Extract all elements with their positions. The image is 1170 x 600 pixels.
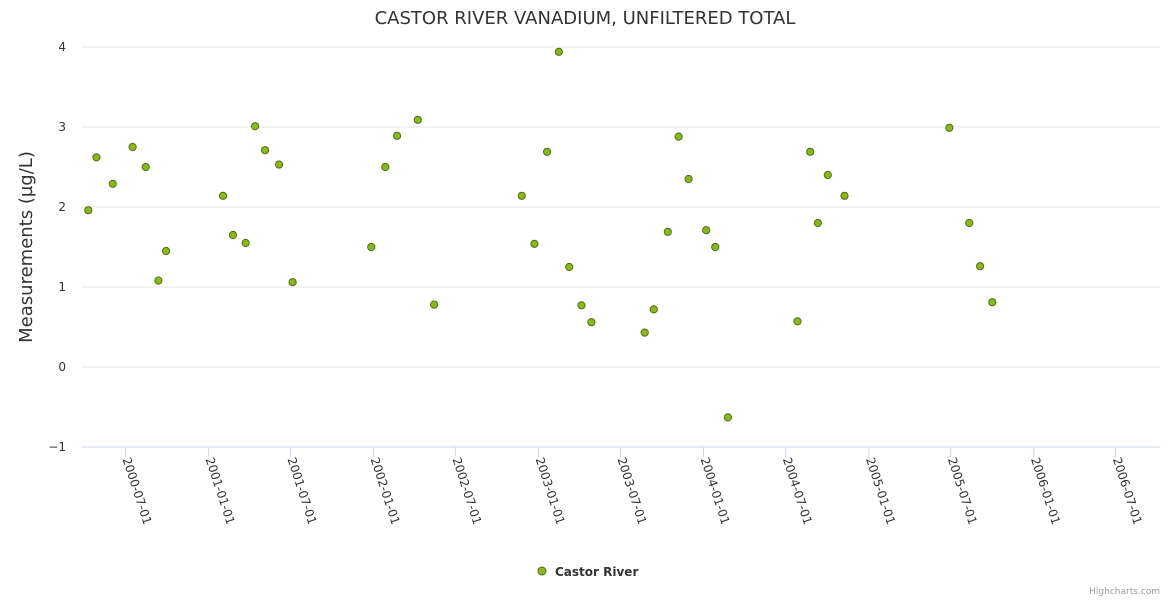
data-series-castor-river: [84, 47, 997, 422]
data-point[interactable]: [702, 226, 711, 235]
data-point[interactable]: [823, 170, 832, 180]
data-point[interactable]: [381, 162, 390, 172]
data-point[interactable]: [806, 147, 815, 156]
data-point[interactable]: [367, 242, 376, 252]
credits-link[interactable]: Highcharts.com: [1089, 587, 1160, 597]
data-point[interactable]: [793, 317, 802, 326]
chart-title: CASTOR RIVER VANADIUM, UNFILTERED TOTAL: [375, 8, 796, 29]
data-point[interactable]: [251, 122, 260, 131]
data-point[interactable]: [228, 230, 238, 240]
data-point[interactable]: [649, 305, 658, 314]
data-point[interactable]: [976, 262, 985, 271]
legend[interactable]: Castor River: [537, 565, 638, 579]
data-point[interactable]: [640, 328, 649, 337]
data-point[interactable]: [945, 123, 954, 132]
data-point[interactable]: [154, 276, 163, 285]
y-tick-label: 0: [58, 360, 66, 374]
data-point[interactable]: [84, 206, 93, 215]
data-point[interactable]: [218, 191, 228, 200]
y-tick-labels: −1 0 1 2 3 4: [48, 40, 66, 454]
data-point[interactable]: [554, 47, 563, 56]
legend-item-castor-river[interactable]: Castor River: [555, 565, 638, 579]
data-point[interactable]: [108, 179, 117, 188]
data-point[interactable]: [711, 242, 720, 252]
data-point[interactable]: [663, 227, 672, 236]
data-point[interactable]: [577, 301, 586, 310]
y-tick-label: 4: [58, 40, 66, 54]
data-point[interactable]: [840, 191, 849, 200]
data-point[interactable]: [288, 278, 297, 287]
data-point[interactable]: [530, 239, 539, 248]
data-point[interactable]: [92, 153, 101, 162]
y-grid-lines: [82, 46, 1160, 368]
y-tick-label: 3: [58, 120, 66, 134]
data-point[interactable]: [161, 246, 171, 256]
data-point[interactable]: [587, 318, 596, 327]
data-point[interactable]: [392, 131, 402, 140]
legend-marker: [537, 566, 547, 576]
data-point[interactable]: [128, 142, 137, 152]
y-tick-label: 2: [58, 200, 66, 214]
y-axis-title: Measurements (µg/L): [16, 151, 37, 343]
data-point[interactable]: [517, 191, 526, 200]
data-point[interactable]: [260, 146, 270, 155]
data-point[interactable]: [674, 132, 683, 141]
data-point[interactable]: [684, 174, 693, 184]
data-point[interactable]: [988, 298, 997, 307]
data-point[interactable]: [723, 413, 732, 422]
data-point[interactable]: [430, 300, 439, 309]
y-tick-label: 1: [58, 280, 66, 294]
data-point[interactable]: [241, 238, 250, 248]
data-point[interactable]: [813, 218, 822, 228]
data-point[interactable]: [413, 115, 422, 124]
data-point[interactable]: [965, 218, 974, 228]
y-tick-label: −1: [48, 440, 66, 454]
data-point[interactable]: [565, 262, 574, 272]
data-point[interactable]: [141, 162, 150, 172]
data-point[interactable]: [274, 160, 284, 169]
data-point[interactable]: [542, 147, 552, 156]
